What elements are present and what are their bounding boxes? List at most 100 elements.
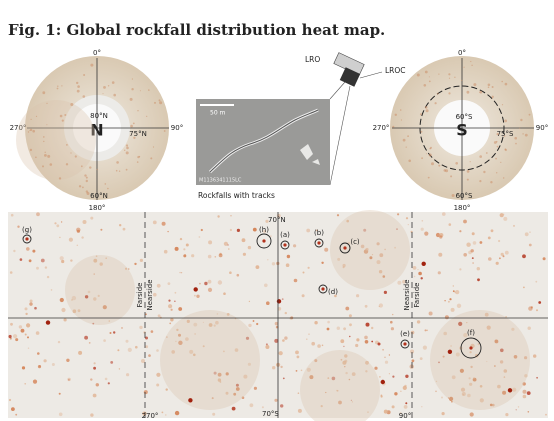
speckle: [58, 412, 63, 417]
speckle: [378, 270, 383, 274]
speckle: [8, 398, 12, 402]
speckle: [29, 128, 33, 132]
speckle: [524, 374, 528, 378]
speckle: [524, 133, 528, 137]
speckle: [264, 283, 268, 288]
speckle: [378, 305, 380, 308]
speckle: [450, 345, 452, 347]
longitude-label: 270°: [142, 412, 159, 420]
speckle: [407, 224, 409, 226]
speckle: [167, 230, 169, 233]
speckle: [25, 229, 27, 232]
speckle: [107, 382, 110, 385]
speckle: [125, 267, 128, 270]
speckle: [125, 339, 129, 343]
speckle: [252, 320, 255, 322]
speckle: [215, 320, 219, 325]
speckle: [383, 409, 388, 414]
speckle: [108, 320, 111, 322]
speckle: [194, 333, 196, 335]
speckle: [416, 320, 421, 324]
speckle: [364, 304, 368, 308]
speckle: [161, 221, 166, 226]
speckle: [441, 412, 445, 416]
speckle: [336, 326, 340, 330]
speckle: [104, 377, 108, 381]
side-label: Farside: [136, 283, 144, 308]
speckle: [229, 271, 232, 275]
speckle: [421, 220, 424, 222]
speckle: [467, 393, 471, 398]
speckle: [223, 241, 228, 246]
speckle: [30, 118, 32, 120]
speckle: [463, 333, 468, 338]
speckle: [93, 366, 96, 370]
speckle: [522, 389, 527, 394]
speckle: [442, 212, 446, 216]
speckle: [515, 142, 517, 145]
speckle: [486, 360, 488, 363]
speckle: [36, 212, 40, 217]
speckle: [198, 236, 201, 238]
speckle: [346, 219, 350, 223]
speckle: [166, 336, 168, 338]
speckle: [343, 345, 345, 348]
speckle: [421, 406, 423, 408]
speckle: [424, 329, 427, 332]
speckle: [454, 291, 456, 294]
speckle: [213, 324, 216, 327]
longitude-label: 270°: [373, 124, 390, 132]
speckle: [84, 335, 88, 340]
speckle: [306, 338, 308, 340]
speckle: [20, 328, 25, 333]
speckle: [424, 106, 428, 109]
speckle: [235, 383, 239, 387]
speckle: [336, 214, 340, 217]
site-label: (a): [280, 231, 290, 239]
speckle: [503, 369, 508, 373]
instrument-label: LROC: [385, 66, 406, 75]
speckle: [139, 90, 141, 92]
speckle: [208, 240, 213, 245]
speckle: [363, 228, 367, 232]
speckle: [499, 360, 504, 364]
speckle: [377, 342, 381, 346]
speckle: [95, 255, 98, 257]
speckle: [522, 133, 524, 135]
speckle: [186, 319, 190, 323]
speckle: [447, 397, 450, 399]
speckle: [471, 64, 473, 67]
speckle: [241, 238, 246, 243]
speckle: [193, 353, 196, 357]
speckle: [498, 239, 501, 243]
speckle: [343, 327, 346, 331]
speckle: [56, 87, 59, 90]
speckle: [448, 77, 451, 79]
speckle: [25, 312, 28, 316]
speckle: [513, 224, 515, 227]
site-label: (b): [314, 229, 324, 237]
speckle: [427, 176, 430, 179]
site-dot: [317, 241, 321, 245]
speckle: [102, 93, 104, 95]
speckle: [439, 235, 443, 239]
speckle: [131, 88, 134, 91]
speckle: [472, 262, 474, 264]
speckle: [469, 161, 471, 163]
speckle: [505, 413, 509, 417]
speckle: [473, 377, 475, 380]
speckle: [384, 248, 386, 251]
speckle: [438, 361, 440, 364]
speckle: [133, 136, 136, 139]
speckle: [479, 155, 483, 158]
speckle: [270, 235, 272, 237]
speckle: [156, 283, 161, 288]
speckle: [503, 135, 506, 137]
speckle: [95, 383, 100, 387]
speckle: [334, 294, 337, 298]
speckle: [261, 406, 264, 409]
speckle: [60, 221, 63, 223]
speckle: [78, 350, 83, 355]
speckle: [535, 280, 538, 283]
site-dot: [469, 346, 473, 350]
